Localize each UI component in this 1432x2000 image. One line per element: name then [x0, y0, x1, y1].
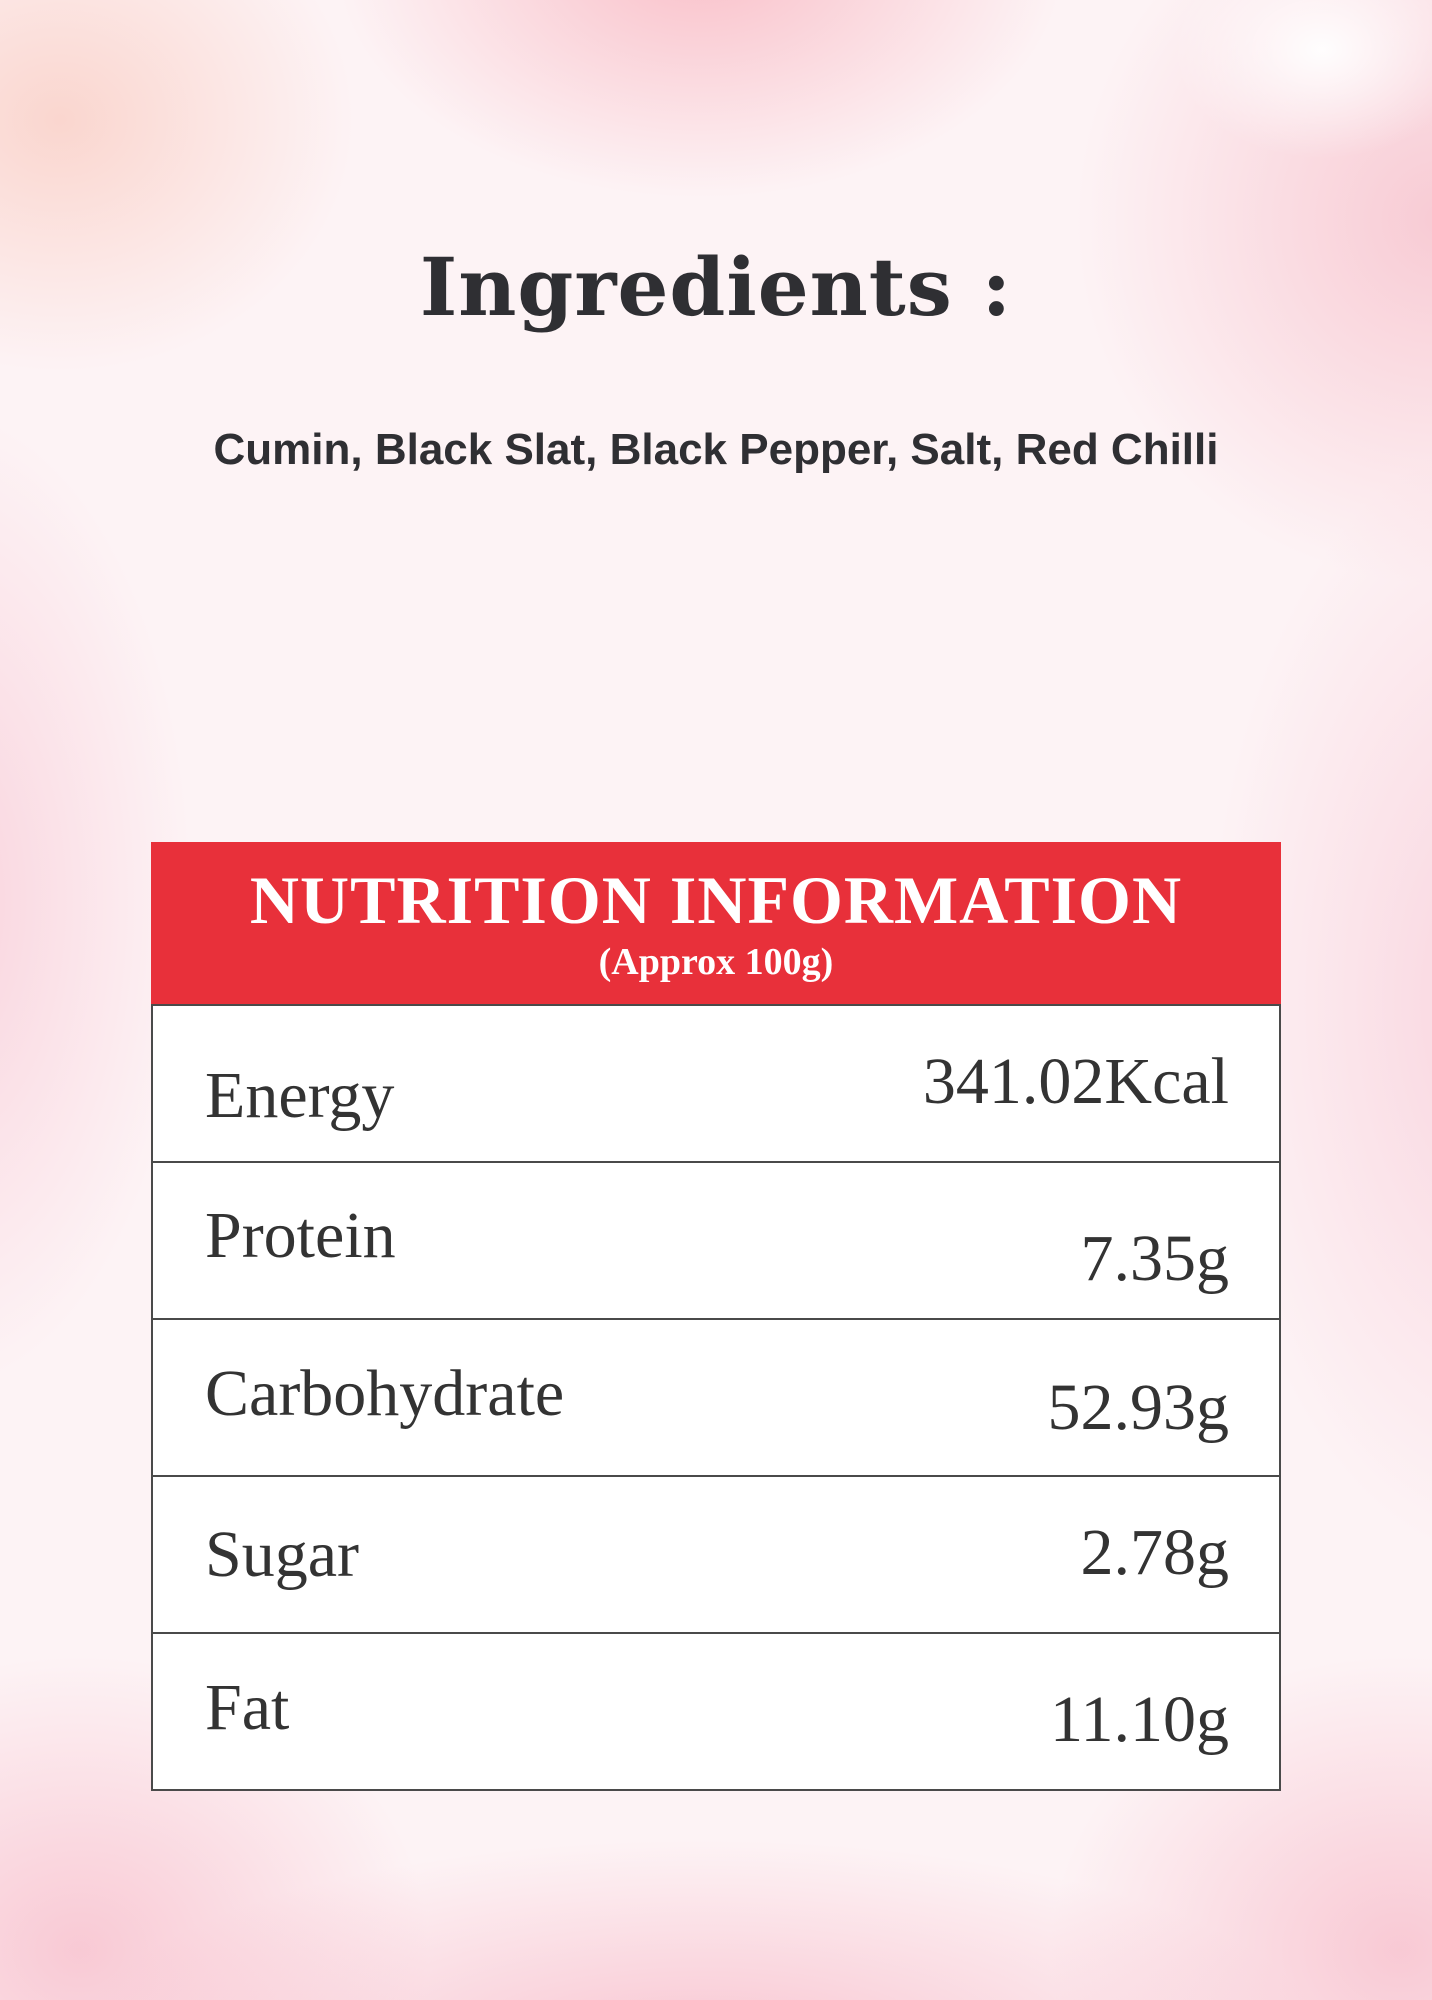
- ingredients-list: Cumin, Black Slat, Black Pepper, Salt, R…: [213, 425, 1219, 474]
- table-row: Sugar 2.78g: [153, 1477, 1279, 1634]
- nutrient-label: Energy: [205, 1059, 395, 1132]
- nutrient-label: Fat: [205, 1671, 290, 1744]
- nutrition-subtitle: (Approx 100g): [598, 941, 834, 983]
- table-row: Energy 341.02Kcal: [153, 1006, 1279, 1163]
- nutrient-label: Protein: [205, 1199, 396, 1272]
- nutrient-value: 52.93g: [1047, 1371, 1230, 1444]
- table-row: Protein 7.35g: [153, 1163, 1279, 1320]
- table-row: Fat 11.10g: [153, 1634, 1279, 1789]
- nutrient-value: 341.02Kcal: [922, 1045, 1229, 1118]
- ingredients-title: Ingredients :: [419, 240, 1013, 334]
- nutrient-label: Carbohydrate: [205, 1357, 565, 1430]
- nutrition-header: NUTRITION INFORMATION (Approx 100g): [151, 842, 1281, 1006]
- nutrient-value: 11.10g: [1049, 1683, 1229, 1756]
- table-row: Carbohydrate 52.93g: [153, 1320, 1279, 1477]
- nutrient-value: 2.78g: [1080, 1516, 1230, 1589]
- nutrient-value: 7.35g: [1080, 1222, 1230, 1295]
- nutrition-title: NUTRITION INFORMATION: [249, 862, 1183, 938]
- nutrition-table: NUTRITION INFORMATION (Approx 100g) Ener…: [151, 842, 1281, 1791]
- nutrient-label: Sugar: [205, 1518, 359, 1591]
